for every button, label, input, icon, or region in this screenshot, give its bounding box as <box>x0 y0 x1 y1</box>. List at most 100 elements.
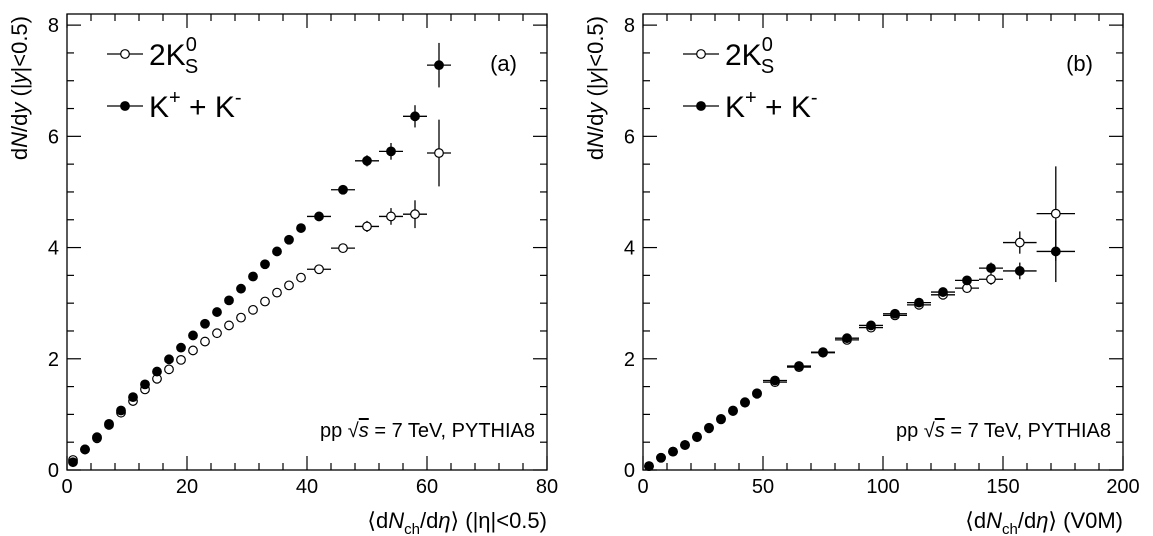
x-tick-label: 50 <box>752 476 774 498</box>
data-point <box>128 392 138 403</box>
data-point <box>248 304 258 315</box>
panel-label: (b) <box>1066 51 1093 76</box>
x-tick-label: 20 <box>176 476 198 498</box>
data-point <box>1014 266 1025 276</box>
legend-label: 2K0 S <box>149 34 198 78</box>
x-tick-label: 40 <box>296 476 318 498</box>
data-point <box>314 264 324 275</box>
y-tick-label: 2 <box>624 349 635 371</box>
data-point <box>80 444 90 455</box>
x-tick-label: 200 <box>1106 476 1139 498</box>
data-point <box>986 274 996 285</box>
plot-frame <box>642 13 1124 471</box>
data-point <box>1050 208 1061 219</box>
y-tick-label: 4 <box>624 238 635 260</box>
y-tick-label: 6 <box>48 126 59 148</box>
data-point <box>728 405 738 416</box>
data-point <box>680 440 690 450</box>
data-point <box>176 354 186 365</box>
data-point <box>668 446 678 457</box>
data-point <box>410 209 420 220</box>
plot-frame <box>66 13 548 471</box>
data-point <box>296 223 306 233</box>
data-point <box>272 287 282 298</box>
data-point <box>284 234 294 245</box>
data-point <box>386 146 396 157</box>
data-point <box>434 148 444 158</box>
x-tick-label: 0 <box>637 476 648 498</box>
annotation: pp √s = 7 TeV, PYTHIA8 <box>320 420 535 442</box>
y-tick-label: 4 <box>48 238 59 260</box>
data-point <box>914 297 924 308</box>
y-tick-label: 0 <box>48 460 59 482</box>
series-charged-kaons <box>644 220 1075 472</box>
data-point <box>362 221 372 232</box>
data-point <box>224 320 234 331</box>
x-tick-label: 80 <box>536 476 558 498</box>
data-point <box>386 211 396 222</box>
annotation: pp √s = 7 TeV, PYTHIA8 <box>896 420 1111 442</box>
data-point <box>692 431 702 442</box>
legend-marker <box>696 49 706 59</box>
data-point <box>260 296 270 307</box>
data-point <box>164 364 174 375</box>
data-point <box>176 342 186 353</box>
data-point <box>200 336 210 347</box>
legend: 2K0 S K+ + K- <box>107 34 242 124</box>
data-point <box>752 388 762 399</box>
y-axis-label: dN/dy (|y|<0.5) <box>7 16 32 160</box>
data-point <box>236 283 246 294</box>
legend-label: K+ + K- <box>725 87 818 124</box>
data-point <box>986 263 996 274</box>
data-point <box>644 461 654 472</box>
y-tick-label: 6 <box>624 126 635 148</box>
data-point <box>938 287 948 297</box>
panel-b: 0 50 100 150 200 0 2 4 6 8 2K0 S K+ + K- (b) pp √s = 7… <box>583 13 1140 536</box>
x-tick-label: 60 <box>416 476 438 498</box>
data-point <box>224 295 234 306</box>
data-point <box>284 280 294 291</box>
legend-label: K+ + K- <box>149 87 242 124</box>
x-axis-label: ⟨dNch/dη⟩ (|η|<0.5) <box>367 508 547 536</box>
x-tick-label: 150 <box>986 476 1019 498</box>
series-neutral-kaons <box>68 119 451 465</box>
data-point <box>1050 246 1061 257</box>
data-point <box>818 347 828 358</box>
data-point <box>200 318 210 329</box>
data-point <box>740 397 750 408</box>
data-point <box>164 354 174 365</box>
data-point <box>92 432 102 443</box>
x-axis-label: ⟨dNch/dη⟩ (V0M) <box>965 508 1123 536</box>
data-point <box>962 275 972 286</box>
data-point <box>68 457 78 468</box>
data-point <box>152 366 162 377</box>
y-axis-label: dN/dy (|y|<0.5) <box>583 16 608 160</box>
data-point <box>890 308 900 319</box>
data-point <box>236 312 246 323</box>
data-point <box>716 413 726 424</box>
panel-a: 0 20 40 60 80 0 2 4 6 8 2K0 S K+ + K- (a) pp √s = 7 Te… <box>7 13 558 536</box>
data-point <box>188 345 198 356</box>
data-point <box>296 272 306 283</box>
legend-marker <box>696 101 706 111</box>
data-point <box>338 184 348 195</box>
legend-marker <box>120 101 130 111</box>
legend-label: 2K0 S <box>725 34 774 78</box>
data-point <box>338 243 348 254</box>
data-point <box>104 418 114 429</box>
data-point <box>1014 237 1025 248</box>
data-point <box>362 155 372 166</box>
data-point <box>842 333 852 344</box>
data-point <box>140 379 150 390</box>
data-point <box>770 375 780 386</box>
legend: 2K0 S K+ + K- <box>683 34 818 124</box>
y-tick-label: 0 <box>624 460 635 482</box>
x-tick-label: 0 <box>61 476 72 498</box>
data-point <box>794 361 804 371</box>
y-tick-label: 2 <box>48 349 59 371</box>
x-tick-label: 100 <box>866 476 899 498</box>
data-point <box>656 452 666 463</box>
data-point <box>866 320 876 331</box>
